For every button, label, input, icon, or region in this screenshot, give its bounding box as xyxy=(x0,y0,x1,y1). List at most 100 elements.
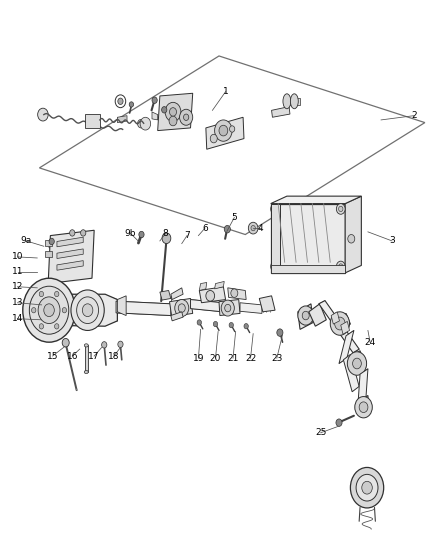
Circle shape xyxy=(129,102,134,107)
Polygon shape xyxy=(350,351,366,374)
Ellipse shape xyxy=(84,370,88,374)
Text: 3: 3 xyxy=(389,237,395,245)
Circle shape xyxy=(330,312,350,335)
Circle shape xyxy=(81,230,86,236)
Text: 9b: 9b xyxy=(125,229,136,238)
Ellipse shape xyxy=(283,94,291,109)
Polygon shape xyxy=(259,296,275,312)
Circle shape xyxy=(230,126,235,132)
Polygon shape xyxy=(228,288,246,300)
Polygon shape xyxy=(271,204,280,273)
Text: 9a: 9a xyxy=(21,237,32,245)
Circle shape xyxy=(118,341,123,348)
Polygon shape xyxy=(57,237,83,247)
Text: 22: 22 xyxy=(245,354,256,362)
Ellipse shape xyxy=(290,94,298,109)
Circle shape xyxy=(184,114,189,120)
Circle shape xyxy=(273,264,277,269)
Polygon shape xyxy=(191,300,223,312)
Circle shape xyxy=(248,222,258,234)
Polygon shape xyxy=(331,312,339,324)
Ellipse shape xyxy=(84,344,88,347)
Circle shape xyxy=(362,481,372,494)
Polygon shape xyxy=(26,294,117,326)
Circle shape xyxy=(49,238,54,245)
Polygon shape xyxy=(284,98,300,105)
Polygon shape xyxy=(271,265,345,273)
Circle shape xyxy=(162,233,171,244)
Circle shape xyxy=(180,109,193,125)
Polygon shape xyxy=(33,282,59,294)
Polygon shape xyxy=(85,345,88,372)
Circle shape xyxy=(277,329,283,336)
Text: 15: 15 xyxy=(47,352,58,360)
Circle shape xyxy=(165,102,181,122)
Circle shape xyxy=(71,290,104,330)
Circle shape xyxy=(225,304,231,312)
Circle shape xyxy=(23,278,75,342)
Polygon shape xyxy=(199,282,207,290)
Text: 10: 10 xyxy=(12,253,23,261)
Circle shape xyxy=(70,230,75,236)
Polygon shape xyxy=(57,261,83,270)
Polygon shape xyxy=(158,93,193,131)
Circle shape xyxy=(38,297,60,324)
Circle shape xyxy=(206,290,215,301)
Circle shape xyxy=(39,324,43,329)
Circle shape xyxy=(39,292,43,297)
Circle shape xyxy=(231,289,238,297)
Text: 19: 19 xyxy=(193,354,204,362)
Circle shape xyxy=(102,342,107,348)
Text: 21: 21 xyxy=(227,354,239,362)
Circle shape xyxy=(356,474,378,501)
Text: 6: 6 xyxy=(202,224,208,232)
Polygon shape xyxy=(345,196,361,273)
Polygon shape xyxy=(359,395,369,416)
Circle shape xyxy=(62,308,67,313)
Polygon shape xyxy=(57,249,83,259)
Circle shape xyxy=(271,204,279,214)
Polygon shape xyxy=(215,281,224,289)
Circle shape xyxy=(162,107,167,113)
Circle shape xyxy=(82,304,93,317)
Polygon shape xyxy=(341,321,350,334)
Polygon shape xyxy=(117,296,126,316)
Text: 8: 8 xyxy=(162,229,169,238)
Polygon shape xyxy=(319,301,359,353)
Circle shape xyxy=(273,206,277,212)
Polygon shape xyxy=(240,303,262,313)
Circle shape xyxy=(55,324,59,329)
Polygon shape xyxy=(45,251,52,257)
Circle shape xyxy=(219,125,228,136)
Circle shape xyxy=(197,320,201,325)
Text: 23: 23 xyxy=(271,354,283,362)
Text: 7: 7 xyxy=(184,231,190,240)
Circle shape xyxy=(77,297,99,324)
Circle shape xyxy=(152,97,157,103)
Polygon shape xyxy=(57,282,65,290)
Circle shape xyxy=(178,304,185,312)
Text: 17: 17 xyxy=(88,352,100,360)
Circle shape xyxy=(350,467,384,508)
Text: 16: 16 xyxy=(67,352,78,360)
Circle shape xyxy=(224,225,230,233)
Text: 1: 1 xyxy=(223,87,229,96)
Circle shape xyxy=(44,304,54,317)
Circle shape xyxy=(336,204,345,214)
Circle shape xyxy=(336,261,345,272)
Polygon shape xyxy=(116,301,171,316)
Polygon shape xyxy=(152,112,158,120)
Text: 12: 12 xyxy=(12,282,23,291)
Circle shape xyxy=(139,231,144,238)
Circle shape xyxy=(55,292,59,297)
Text: 2: 2 xyxy=(411,111,417,120)
Polygon shape xyxy=(271,204,345,273)
Circle shape xyxy=(359,402,368,413)
Circle shape xyxy=(221,300,234,316)
Polygon shape xyxy=(298,304,313,329)
Circle shape xyxy=(118,98,123,104)
Polygon shape xyxy=(160,290,171,300)
Polygon shape xyxy=(343,354,359,392)
Polygon shape xyxy=(45,240,52,246)
Polygon shape xyxy=(219,300,240,316)
